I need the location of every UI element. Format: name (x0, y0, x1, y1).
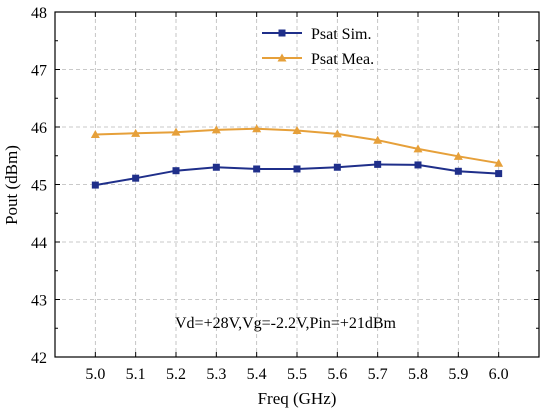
x-tick-label: 5.1 (126, 366, 146, 383)
data-point-mea (413, 144, 423, 153)
data-point-mea (332, 129, 342, 138)
data-point-sim (91, 181, 99, 189)
data-point-mea (90, 129, 100, 138)
data-point-sim (132, 174, 140, 182)
legend-label-psat-mea: Psat Mea. (311, 51, 374, 68)
x-axis-title: Freq (GHz) (258, 389, 337, 408)
y-tick-label: 47 (31, 63, 47, 80)
data-point-sim (172, 167, 180, 175)
x-tick-label: 5.2 (166, 366, 186, 383)
x-tick-labels: 5.0 5.1 5.2 5.3 5.4 5.5 5.6 5.7 5.8 5.9 6.0 (85, 366, 508, 383)
y-tick-label: 42 (31, 350, 47, 367)
data-point-mea (211, 125, 221, 134)
x-tick-label: 5.8 (408, 366, 428, 383)
data-point-mea (292, 125, 302, 134)
data-point-mea (252, 124, 262, 133)
data-point-mea (494, 158, 504, 167)
axis-ticks (55, 11, 539, 358)
y-tick-label: 44 (31, 235, 47, 252)
series-layer (90, 124, 504, 189)
x-tick-label: 5.7 (368, 366, 388, 383)
x-tick-label: 5.0 (85, 366, 105, 383)
x-tick-label: 5.9 (448, 366, 468, 383)
legend-label-psat-sim: Psat Sim. (311, 26, 371, 43)
data-point-sim (212, 163, 220, 171)
data-point-mea (131, 128, 141, 137)
y-tick-label: 46 (31, 120, 47, 137)
legend-marker-psat-mea (277, 53, 287, 62)
data-point-sim (495, 170, 503, 178)
x-tick-label: 5.4 (247, 366, 267, 383)
data-point-sim (333, 163, 341, 171)
data-point-sim (253, 165, 261, 173)
data-point-sim (414, 161, 422, 169)
y-tick-label: 48 (31, 5, 47, 22)
legend-marker-psat-sim (278, 29, 286, 37)
x-tick-label: 5.5 (287, 366, 307, 383)
legend: Psat Sim. Psat Mea. (262, 26, 374, 68)
data-point-sim (374, 160, 382, 168)
x-tick-label: 6.0 (489, 366, 509, 383)
x-tick-label: 5.6 (327, 366, 347, 383)
y-tick-label: 45 (31, 178, 47, 195)
data-point-sim (293, 165, 301, 173)
grid-lines (55, 12, 539, 357)
bias-annotation: Vd=+28V,Vg=-2.2V,Pin=+21dBm (175, 315, 397, 332)
y-tick-label: 43 (31, 293, 47, 310)
data-point-mea (453, 151, 463, 160)
data-point-mea (373, 135, 383, 144)
data-point-sim (454, 167, 462, 175)
y-tick-labels: 42 43 44 45 46 47 48 (31, 5, 47, 367)
y-axis-title: Pout (dBm) (2, 145, 21, 225)
x-tick-label: 5.3 (206, 366, 226, 383)
data-point-mea (171, 127, 181, 136)
